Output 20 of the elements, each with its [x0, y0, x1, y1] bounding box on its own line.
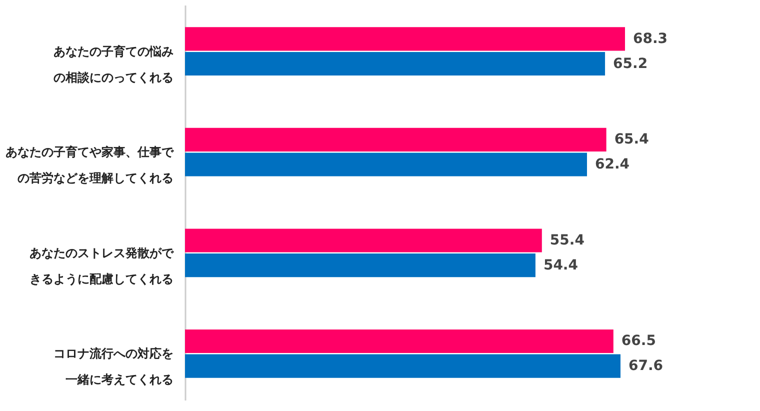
data-label: 65.4	[614, 132, 650, 148]
bar	[185, 52, 606, 76]
data-label: 62.4	[594, 156, 630, 173]
y-tick-label: あなたの子育ての悩みの相談にのってくれる	[54, 44, 174, 84]
bar	[185, 27, 625, 51]
data-label: 67.6	[628, 358, 664, 374]
bar	[185, 329, 614, 354]
bar	[185, 354, 620, 378]
data-label: 55.4	[550, 232, 585, 248]
bar	[185, 228, 542, 252]
bar	[185, 152, 587, 176]
y-tick-label: コロナ流行への対応を一緒に考えてくれる	[54, 346, 174, 387]
bar	[185, 254, 536, 278]
data-label: 65.2	[613, 56, 648, 72]
data-label: 68.3	[633, 30, 668, 47]
y-tick-label: あなたの子育てや家事、仕事での苦労などを理解してくれる	[6, 145, 174, 186]
y-tick-label: あなたのストレス発散ができるように配慮してくれる	[30, 246, 174, 286]
data-label: 54.4	[543, 257, 578, 274]
bar	[185, 128, 606, 152]
data-label: 66.5	[621, 333, 656, 350]
